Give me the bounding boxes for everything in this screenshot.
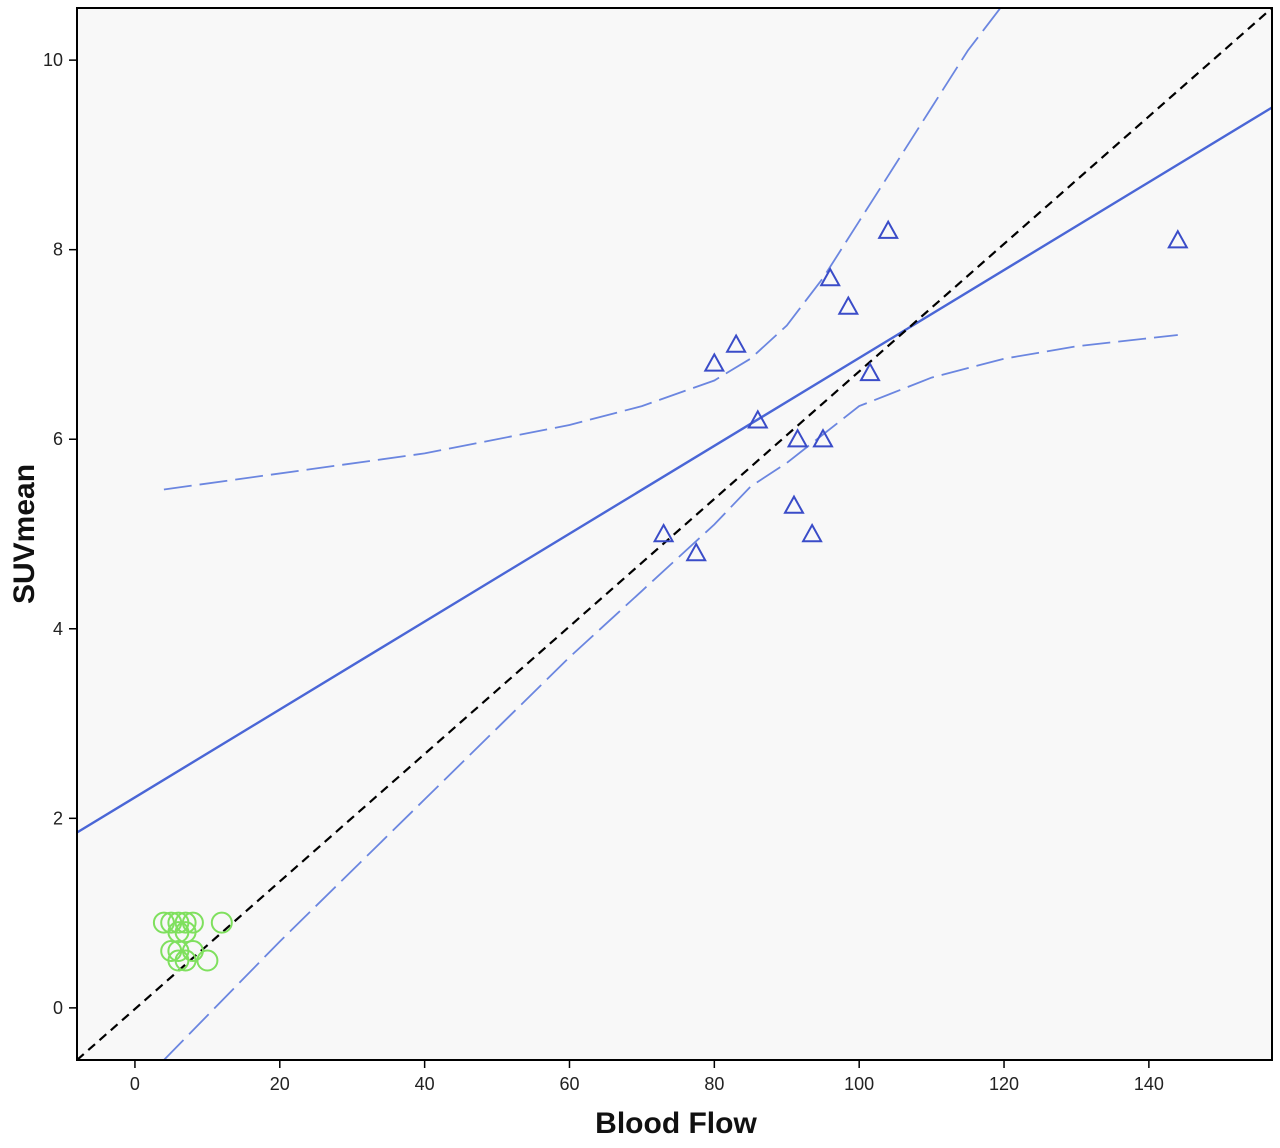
data-point-circle: [167, 921, 190, 944]
lines-layer: [77, 8, 1272, 1060]
x-tick-label: 120: [989, 1074, 1019, 1094]
y-tick-label: 0: [53, 998, 63, 1018]
ci-lower-line: [163, 334, 1178, 1060]
x-axis-title: Blood Flow: [595, 1107, 757, 1140]
data-point-circle: [174, 949, 197, 972]
points-layer: [152, 219, 1189, 972]
fit-line: [77, 106, 1272, 834]
plot-frame: [76, 7, 1273, 1061]
y-tick-label: 2: [53, 808, 63, 828]
data-point-triangle: [859, 361, 881, 382]
x-tick-label: 80: [704, 1074, 724, 1094]
data-point-triangle: [703, 352, 725, 372]
data-point-triangle: [783, 494, 805, 514]
x-tick-label: 20: [270, 1074, 290, 1094]
data-point-triangle: [725, 333, 747, 353]
x-tick-label: 40: [415, 1074, 435, 1094]
x-axis-ticks: 0 20 40 60 80 100 120 140: [130, 1060, 1164, 1094]
y-axis-ticks: 0 2 4 6 8 10: [43, 50, 77, 1018]
y-tick-label: 4: [53, 619, 63, 639]
data-point-triangle: [747, 409, 769, 429]
data-point-triangle: [786, 428, 809, 448]
data-point-triangle: [1167, 229, 1189, 249]
data-point-triangle: [801, 522, 823, 543]
data-point-triangle: [877, 219, 899, 239]
data-point-triangle: [685, 541, 707, 562]
x-tick-label: 0: [130, 1074, 140, 1094]
data-point-triangle: [819, 267, 841, 287]
data-point-circle: [167, 949, 190, 972]
data-point-circle: [196, 949, 219, 972]
x-tick-label: 100: [844, 1074, 874, 1094]
identity-line: [77, 8, 1272, 1060]
ci-upper-line: [163, 8, 1002, 491]
x-tick-label: 140: [1134, 1074, 1164, 1094]
y-tick-label: 6: [53, 429, 63, 449]
x-tick-label: 60: [559, 1074, 579, 1094]
data-point-triangle: [812, 428, 834, 448]
data-point-circle: [210, 911, 233, 934]
data-point-circle: [174, 921, 197, 944]
y-tick-label: 8: [53, 240, 63, 260]
data-point-triangle: [652, 522, 675, 543]
y-axis-title: SUVmean: [8, 464, 41, 604]
y-tick-label: 10: [43, 50, 63, 70]
data-point-triangle: [837, 295, 859, 315]
